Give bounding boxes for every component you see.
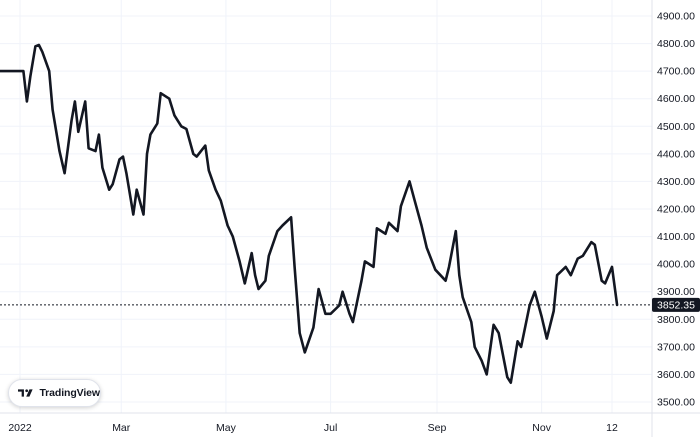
y-tick-label: 4800.00 — [657, 38, 695, 50]
y-tick-label: 4500.00 — [657, 121, 695, 133]
brand-name: TradingView — [39, 387, 100, 399]
current-price-box — [652, 297, 700, 312]
y-tick-label: 3900.00 — [657, 286, 695, 298]
y-tick-label: 3500.00 — [657, 397, 695, 409]
y-tick-label: 4900.00 — [657, 11, 695, 23]
y-tick-label: 4600.00 — [657, 93, 695, 105]
x-tick-label: 12 — [606, 422, 618, 434]
y-tick-label: 4400.00 — [657, 148, 695, 160]
current-price-text: 3852.35 — [657, 300, 695, 312]
y-tick-label: 3700.00 — [657, 341, 695, 353]
y-tick-label: 4200.00 — [657, 204, 695, 216]
x-axis[interactable]: 2022 Mar May Jul Sep Nov 12 — [0, 412, 700, 434]
tradingview-badge[interactable]: TradingView — [8, 379, 101, 407]
y-tick-label: 3600.00 — [657, 369, 695, 381]
current-price-label: 3852.35 — [652, 297, 700, 312]
x-tick-label: Nov — [532, 422, 551, 434]
y-tick-label: 4300.00 — [657, 176, 695, 188]
y-tick-label: 4100.00 — [657, 231, 695, 243]
y-axis[interactable]: 4900.00 4800.00 4700.00 4600.00 4500.00 4400.… — [651, 0, 695, 437]
price-line-layer — [0, 43, 619, 384]
x-tick-label: Sep — [428, 422, 447, 434]
tradingview-logo-icon — [18, 389, 33, 397]
x-tick-label: May — [216, 422, 237, 434]
chart-grid — [0, 0, 652, 413]
y-tick-label: 4700.00 — [657, 66, 695, 78]
x-tick-label: Mar — [112, 422, 131, 434]
y-tick-label: 4000.00 — [657, 259, 695, 271]
price-series-line — [0, 43, 619, 384]
x-tick-label: Jul — [324, 422, 337, 434]
x-tick-label: 2022 — [8, 422, 32, 434]
y-tick-label: 3800.00 — [657, 314, 695, 326]
